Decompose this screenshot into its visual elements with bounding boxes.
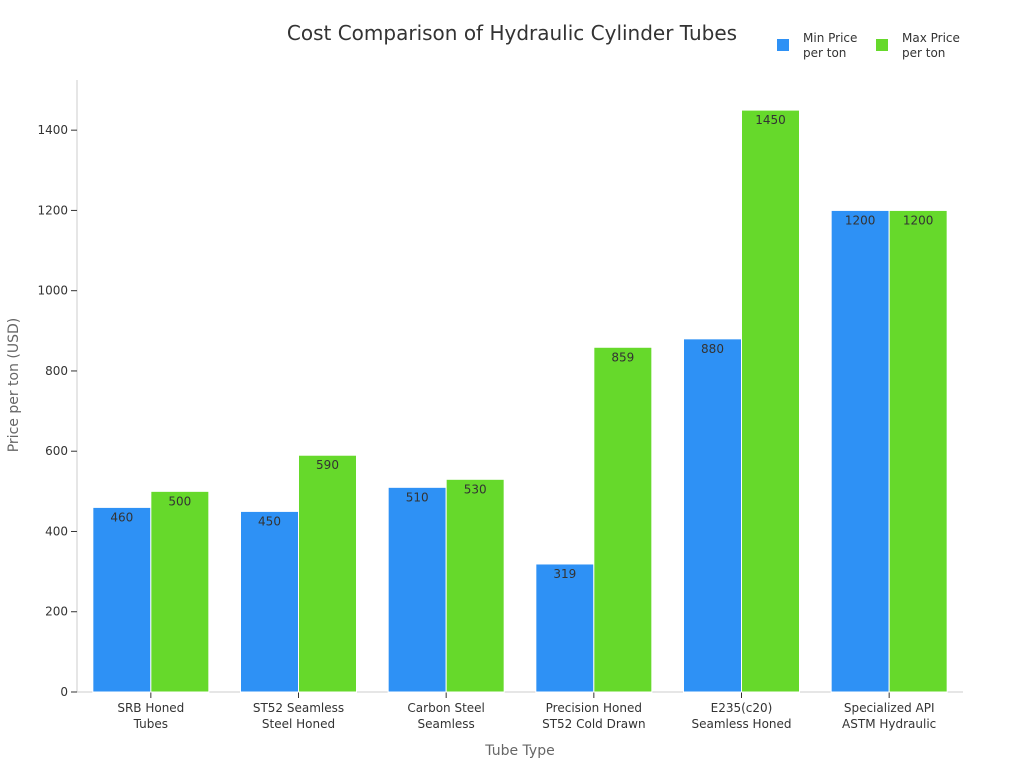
bar-value-label: 500: [168, 494, 191, 508]
y-tick-label: 1400: [37, 123, 68, 137]
x-tick-label: ST52 Seamless Steel Honed: [253, 701, 344, 731]
bar: [830, 209, 890, 693]
y-tick-label: 800: [45, 364, 68, 378]
y-tick-label: 1000: [37, 284, 68, 298]
bar-value-label: 1200: [845, 213, 876, 227]
bar: [240, 510, 299, 693]
bar-value-label: 530: [464, 482, 487, 496]
bar-value-label: 590: [316, 458, 339, 472]
x-tick-label: E235(c20) Seamless Honed: [691, 701, 791, 731]
x-tick-label: SRB Honed Tubes: [117, 701, 184, 731]
bar: [150, 490, 210, 693]
y-tick-label: 400: [45, 524, 68, 538]
y-tick-label: 600: [45, 444, 68, 458]
x-tick-label: Specialized API ASTM Hydraulic: [842, 701, 936, 731]
chart-title: Cost Comparison of Hydraulic Cylinder Tu…: [287, 21, 737, 45]
y-axis-title: Price per ton (USD): [6, 318, 22, 453]
bar: [535, 563, 595, 693]
bar: [683, 338, 742, 693]
bar-value-label: 859: [611, 350, 634, 364]
bar: [387, 486, 447, 693]
x-tick-label: Precision Honed ST52 Cold Drawn: [542, 701, 645, 731]
bar-value-label: 450: [258, 514, 281, 528]
y-tick-label: 200: [45, 605, 68, 619]
bar: [888, 209, 948, 693]
y-tick-label: 1200: [37, 203, 68, 217]
y-tick-label: 0: [60, 685, 68, 699]
bar-value-label: 460: [110, 510, 133, 524]
bar: [445, 478, 505, 693]
bar-value-label: 1200: [903, 213, 934, 227]
bar: [593, 346, 653, 693]
legend-swatch: [777, 39, 789, 51]
bar: [92, 506, 152, 693]
legend-label: Max Price per ton: [902, 31, 960, 60]
legend: Min Price per ton Max Price per ton: [777, 31, 960, 60]
legend-swatch: [876, 39, 888, 51]
bar-value-label: 1450: [755, 113, 786, 127]
x-tick-label: Carbon Steel Seamless: [407, 701, 484, 731]
x-axis: SRB Honed Tubes ST52 Seamless Steel Honed Ca…: [77, 691, 963, 731]
x-axis-title: Tube Type: [484, 743, 554, 759]
bar-value-label: 880: [701, 342, 724, 356]
bar: [741, 109, 800, 693]
bar: [298, 454, 357, 693]
y-axis: 0 200 400 600 800 1000 1200 1400: [37, 80, 78, 699]
legend-label: Min Price per ton: [803, 31, 857, 60]
bar-value-label: 510: [406, 490, 429, 504]
bar-value-label: 319: [553, 567, 576, 581]
bars: 460 500 450 590 510 530 319 859 880 1450 1200 1200: [92, 109, 948, 693]
